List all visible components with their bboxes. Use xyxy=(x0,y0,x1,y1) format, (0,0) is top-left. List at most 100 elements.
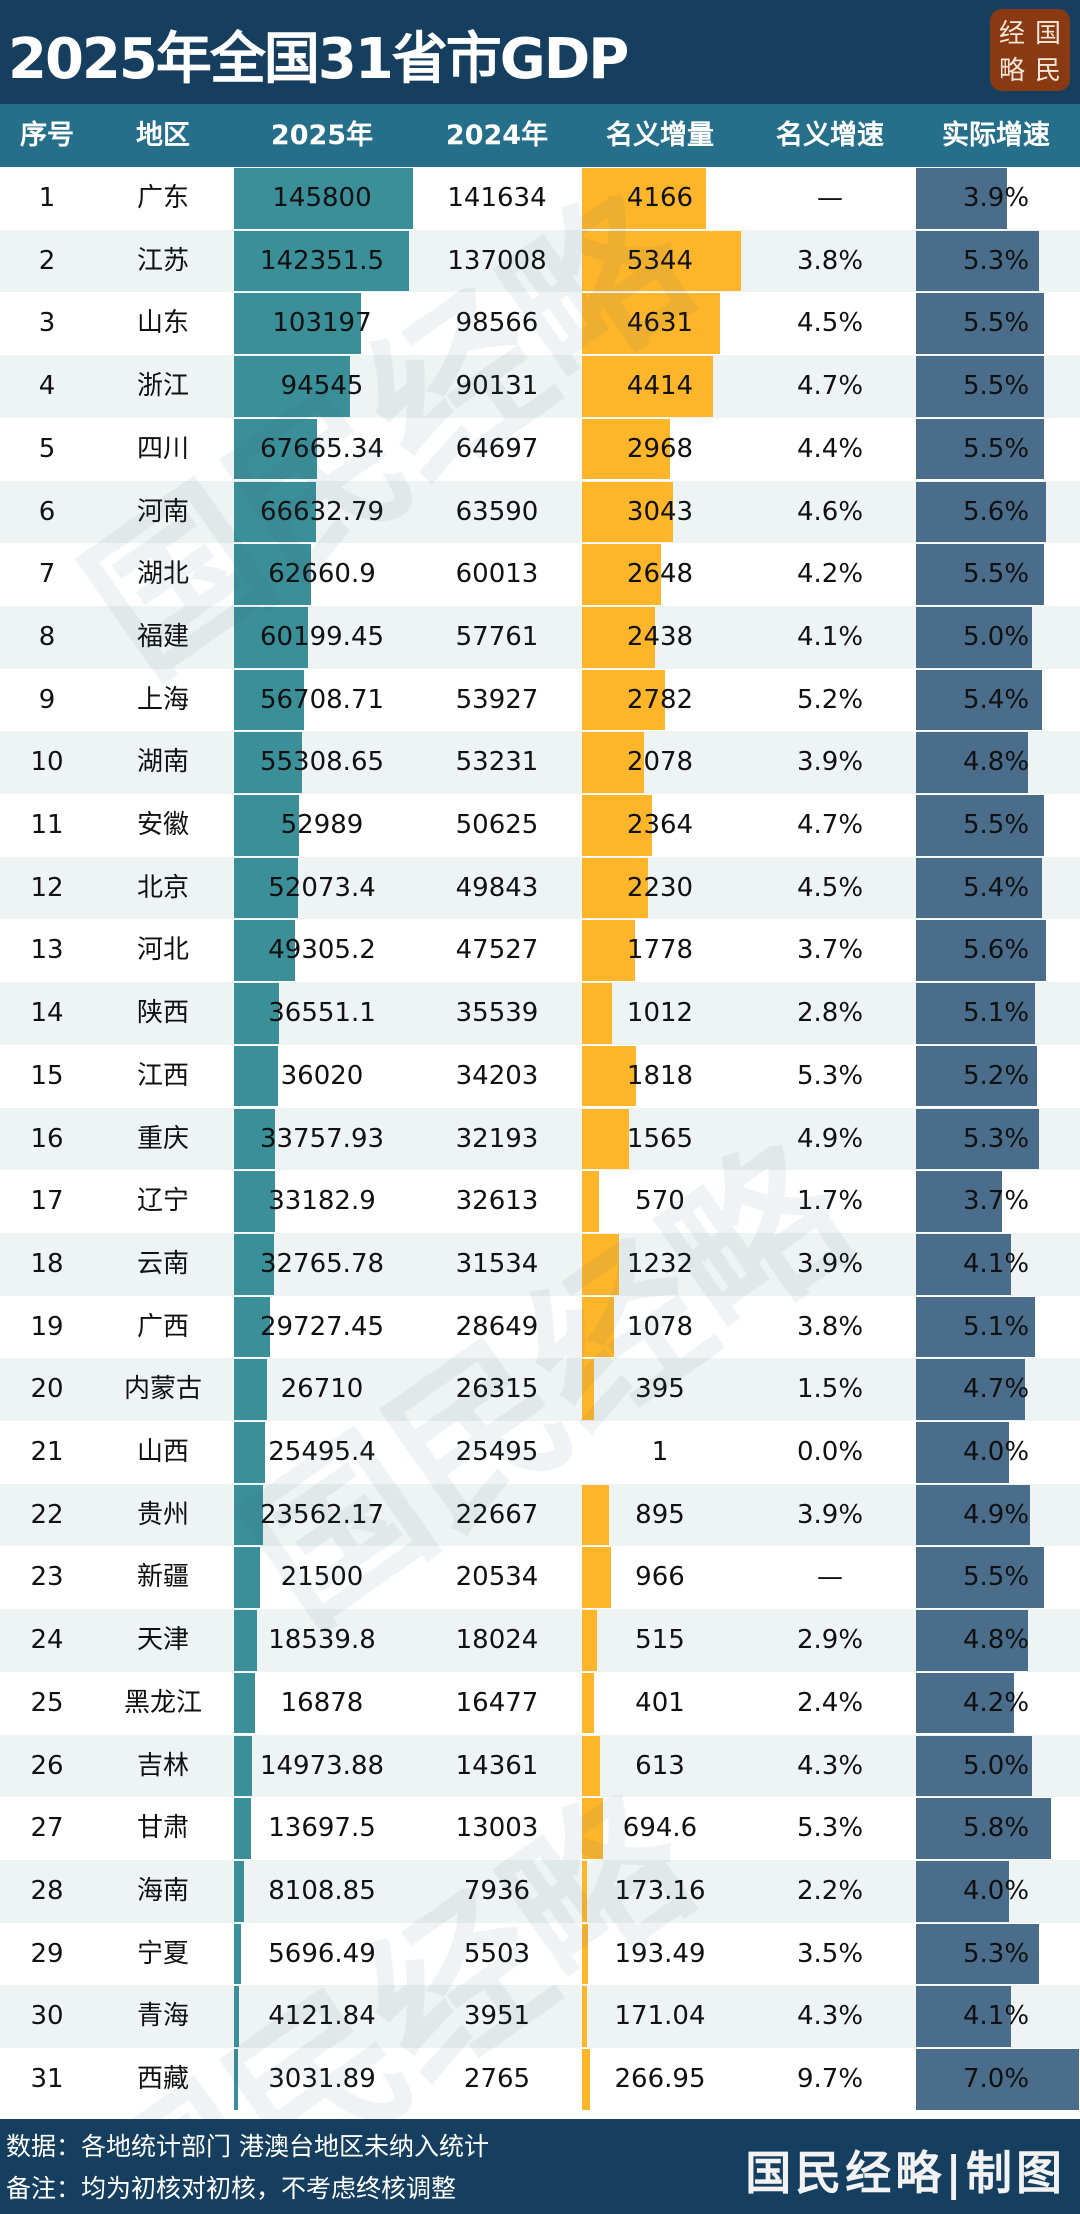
cell-nominal: 3.8% xyxy=(796,245,864,276)
header-nominal-growth: 名义增速 xyxy=(776,120,884,151)
cell-nominal: 3.7% xyxy=(796,935,864,966)
cell-region: 河北 xyxy=(136,935,190,966)
cell-rank: 3 xyxy=(38,308,56,339)
real-growth-bar xyxy=(916,983,1035,1044)
table-row: 17 辽宁 33182.9 32613 570 1.7% 3.7% xyxy=(0,1170,1080,1233)
real-growth-bar xyxy=(916,2049,1079,2110)
cell-region: 北京 xyxy=(136,872,190,903)
cell-gdp2025: 3031.89 xyxy=(268,2064,376,2094)
increment-bar xyxy=(582,1986,588,2047)
cell-real: 5.5% xyxy=(962,810,1030,840)
cell-real: 5.6% xyxy=(962,935,1030,966)
cell-nominal: 2.4% xyxy=(796,1687,864,1718)
cell-region: 福建 xyxy=(136,621,190,652)
cell-region: 黑龙江 xyxy=(123,1687,203,1718)
increment-bar xyxy=(582,418,671,480)
gdp2025-bar xyxy=(234,1484,263,1546)
real-growth-bar xyxy=(916,481,1047,543)
cell-gdp2025: 55308.65 xyxy=(259,747,385,778)
increment-bar xyxy=(582,606,655,668)
cell-gdp2024: 20534 xyxy=(455,1562,539,1593)
increment-bar xyxy=(582,1547,611,1609)
cell-rank: 25 xyxy=(30,1687,64,1718)
cell-real: 5.5% xyxy=(962,433,1030,464)
table-row: 3 山东 103197 98566 4631 4.5% 5.5% xyxy=(0,292,1080,355)
cell-gdp2024: 49843 xyxy=(455,872,539,903)
cell-increment: 193.49 xyxy=(614,1938,706,1969)
cell-region: 浙江 xyxy=(136,371,190,402)
cell-region: 山东 xyxy=(136,308,190,339)
cell-increment: 613 xyxy=(635,1750,685,1781)
gdp2025-bar xyxy=(234,1233,275,1295)
cell-gdp2024: 3951 xyxy=(463,2001,531,2032)
cell-rank: 8 xyxy=(38,621,56,652)
gdp2025-bar xyxy=(234,857,298,919)
cell-gdp2025: 26710 xyxy=(280,1374,364,1405)
cell-rank: 11 xyxy=(30,810,64,840)
increment-bar xyxy=(582,1672,594,1734)
gdp2025-bar xyxy=(234,1045,279,1107)
cell-real: 4.8% xyxy=(962,1625,1030,1656)
table-row: 19 广西 29727.45 28649 1078 3.8% 5.1% xyxy=(0,1296,1080,1359)
cell-gdp2025: 60199.45 xyxy=(259,621,385,652)
cell-gdp2025: 29727.45 xyxy=(259,1311,385,1342)
cell-real: 5.5% xyxy=(962,308,1030,339)
increment-bar xyxy=(582,920,635,982)
gdp2025-bar xyxy=(234,1923,241,1985)
logo-char: 民 xyxy=(1034,56,1061,86)
cell-nominal: 5.3% xyxy=(796,1813,864,1844)
cell-increment: 4166 xyxy=(626,183,694,213)
cell-real: 5.1% xyxy=(962,1311,1030,1342)
cell-rank: 7 xyxy=(38,559,56,590)
cell-nominal: 3.9% xyxy=(796,747,864,778)
cell-rank: 31 xyxy=(30,2064,64,2094)
real-growth-bar xyxy=(916,1547,1045,1609)
cell-increment: 5344 xyxy=(626,245,694,276)
increment-bar xyxy=(582,1923,588,1985)
cell-rank: 28 xyxy=(30,1875,64,1906)
real-growth-bar xyxy=(916,1359,1026,1420)
cell-rank: 6 xyxy=(38,496,56,527)
cell-region: 广西 xyxy=(136,1311,190,1342)
gdp2025-bar xyxy=(234,418,318,480)
cell-real: 4.1% xyxy=(962,2001,1030,2032)
real-growth-bar xyxy=(916,857,1042,919)
increment-bar xyxy=(582,1233,619,1295)
increment-bar xyxy=(582,544,661,605)
cell-nominal: 4.9% xyxy=(796,1123,864,1154)
real-growth-bar xyxy=(916,795,1045,856)
cell-gdp2025: 16878 xyxy=(280,1687,364,1718)
cell-gdp2024: 31534 xyxy=(455,1248,539,1279)
cell-gdp2025: 49305.2 xyxy=(268,935,376,966)
cell-gdp2025: 32765.78 xyxy=(259,1248,385,1279)
cell-gdp2025: 36551.1 xyxy=(268,998,376,1029)
cell-increment: 2364 xyxy=(626,810,694,840)
table-row: 9 上海 56708.71 53927 2782 5.2% 5.4% xyxy=(0,669,1080,732)
table-row: 8 福建 60199.45 57761 2438 4.1% 5.0% xyxy=(0,605,1080,669)
table-row: 7 湖北 62660.9 60013 2648 4.2% 5.5% xyxy=(0,543,1080,606)
gdp2025-bar xyxy=(234,1860,244,1922)
table-row: 14 陕西 36551.1 35539 1012 2.8% 5.1% xyxy=(0,982,1080,1045)
gdp2025-bar xyxy=(234,1422,266,1483)
cell-region: 甘肃 xyxy=(136,1813,190,1844)
real-growth-bar xyxy=(916,1045,1038,1107)
cell-region: 青海 xyxy=(136,2001,190,2032)
gdp2025-bar xyxy=(234,732,302,793)
cell-gdp2025: 52073.4 xyxy=(268,872,376,903)
real-growth-bar xyxy=(916,1484,1031,1546)
cell-gdp2024: 7936 xyxy=(463,1875,531,1906)
cell-rank: 5 xyxy=(38,433,56,464)
cell-gdp2025: 33757.93 xyxy=(259,1123,385,1154)
cell-gdp2025: 33182.9 xyxy=(268,1186,376,1217)
cell-gdp2024: 22667 xyxy=(455,1499,539,1530)
gdp2025-bar xyxy=(234,1986,240,2047)
cell-gdp2025: 25495.4 xyxy=(268,1437,376,1467)
increment-bar xyxy=(582,1045,637,1107)
cell-gdp2025: 66632.79 xyxy=(259,496,385,527)
real-growth-bar xyxy=(916,418,1045,480)
real-growth-bar xyxy=(916,732,1028,793)
cell-increment: 1012 xyxy=(626,998,694,1029)
gdp2025-bar xyxy=(234,1672,255,1734)
real-growth-bar xyxy=(916,1296,1035,1358)
cell-nominal: 0.0% xyxy=(796,1437,864,1467)
